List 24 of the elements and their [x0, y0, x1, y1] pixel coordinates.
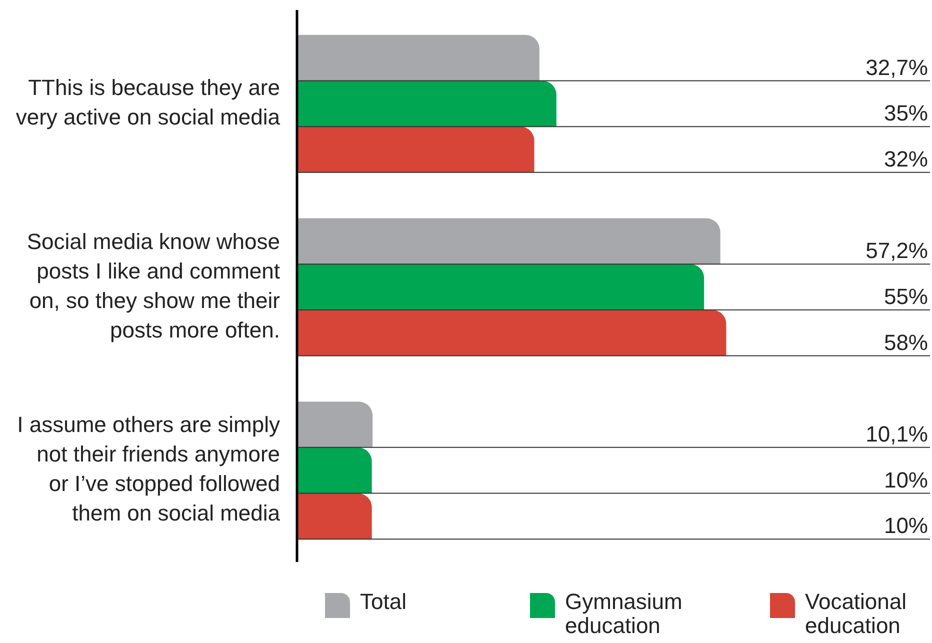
- data-label: 32,7%: [866, 54, 928, 80]
- bar: [298, 80, 556, 127]
- bar: [298, 218, 720, 264]
- bar: [298, 34, 540, 81]
- data-label: 35%: [884, 100, 928, 126]
- y-tick-label: Social media know whose posts I like and comment on, so they show me their posts more often.: [26, 228, 280, 342]
- data-label: 32%: [884, 146, 928, 172]
- data-label: 55%: [884, 284, 928, 309]
- y-tick-label: I assume others are simply not their friends anymore or I’ve stopped followed them on social media: [17, 412, 281, 526]
- legend-label: Gymnasium education: [565, 589, 684, 638]
- data-label: 10,1%: [866, 421, 928, 446]
- data-label: 57,2%: [866, 238, 928, 264]
- legend-label: Vocational education: [805, 589, 908, 638]
- bar: [298, 447, 372, 494]
- legend-label: Total: [360, 589, 408, 614]
- bar: [298, 126, 534, 172]
- bar: [298, 402, 373, 448]
- bar: [298, 264, 704, 310]
- bar: [298, 493, 372, 540]
- bar: [298, 310, 726, 356]
- data-label: 58%: [884, 330, 928, 355]
- y-tick-label: TThis is because they are very active on social media: [16, 74, 281, 130]
- data-label: 10%: [884, 513, 928, 538]
- data-label: 10%: [884, 467, 928, 492]
